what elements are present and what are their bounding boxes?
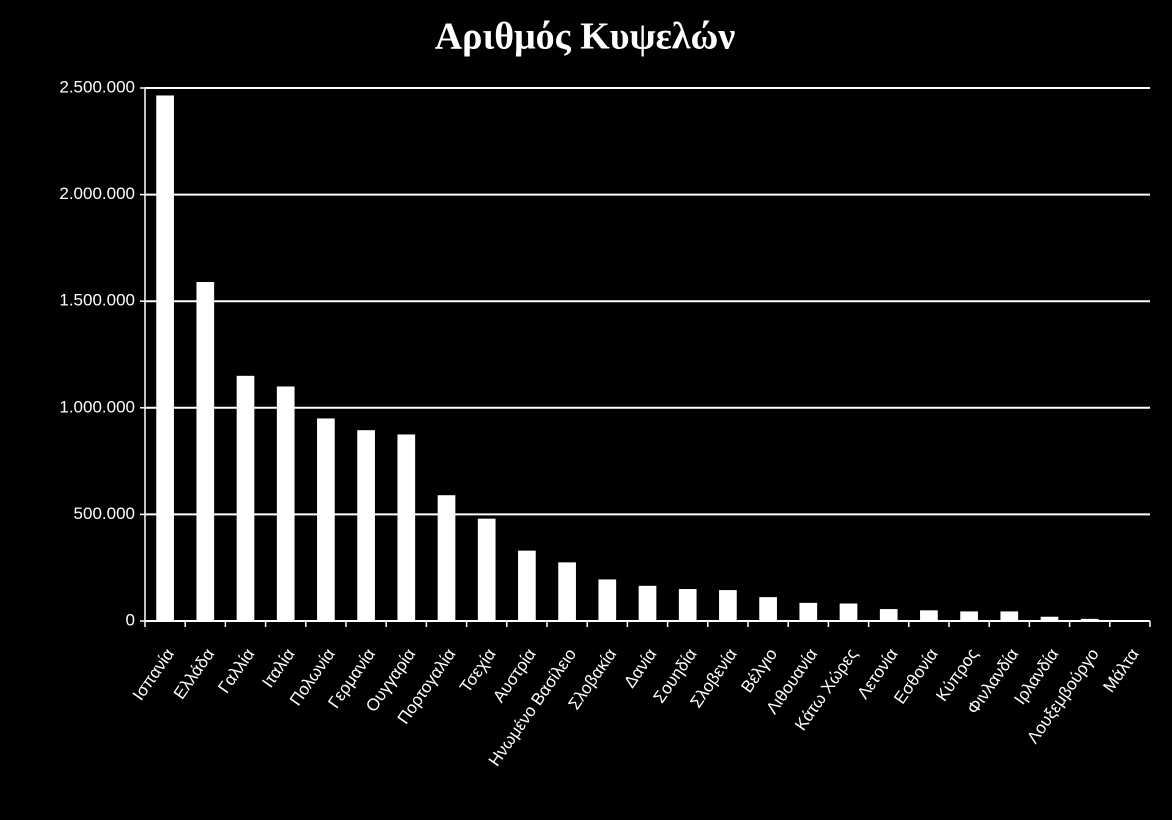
bar: [1040, 616, 1059, 621]
bar: [317, 418, 335, 621]
bar: [799, 602, 818, 621]
x-tick-label: Μάλτα: [1099, 645, 1143, 696]
bar: [678, 589, 697, 621]
bar: [960, 611, 978, 621]
y-tick-label: 1.000.000: [59, 397, 135, 416]
bar: [598, 579, 617, 621]
bar: [839, 603, 858, 621]
bar: [236, 375, 255, 621]
bar: [196, 282, 215, 621]
bar: [638, 585, 657, 621]
y-tick-label: 2.000.000: [59, 184, 135, 203]
bar: [357, 430, 375, 621]
bar: [719, 590, 737, 621]
x-tick-label: Δανία: [620, 645, 660, 691]
y-tick-label: 2.500.000: [59, 77, 135, 96]
bar: [477, 518, 496, 621]
bar: [759, 597, 777, 621]
x-tick-label: Ισπανία: [129, 645, 178, 704]
x-tick-label: Ελλάδα: [170, 645, 218, 703]
bar: [276, 386, 295, 621]
x-tick-label: Γαλλία: [214, 645, 258, 697]
chart-title: Αριθμός Κυψελών: [435, 16, 736, 58]
bar: [920, 610, 938, 621]
bar: [1080, 618, 1099, 621]
bar: [397, 434, 416, 621]
y-tick-label: 1.500.000: [59, 291, 135, 310]
bar: [558, 562, 576, 621]
y-tick-label: 500.000: [74, 504, 135, 523]
bar: [1000, 611, 1019, 621]
y-tick-label: 0: [126, 610, 135, 629]
bar: [879, 609, 898, 621]
bar: [518, 550, 536, 621]
x-tick-label: Ιταλία: [258, 645, 298, 691]
bar: [156, 95, 174, 622]
bar: [437, 495, 456, 621]
